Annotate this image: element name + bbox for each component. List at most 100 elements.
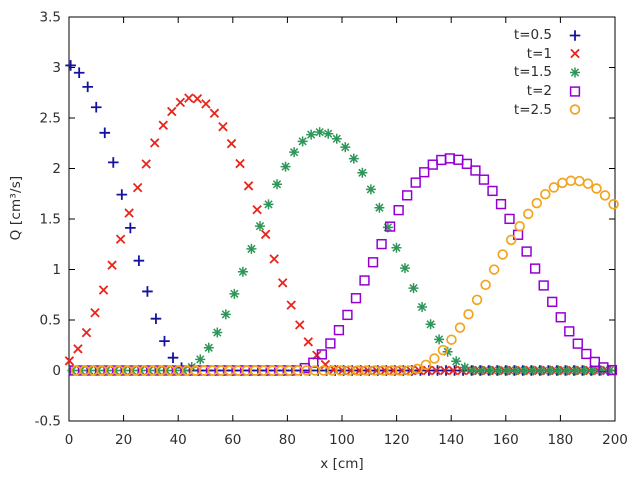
legend-label: t=2 bbox=[526, 83, 552, 100]
square-marker bbox=[299, 362, 310, 374]
square-marker bbox=[419, 167, 430, 178]
asterisk-marker bbox=[459, 362, 470, 373]
circle-marker bbox=[446, 334, 457, 345]
circle-marker bbox=[557, 177, 568, 189]
asterisk-marker bbox=[562, 365, 573, 376]
square-marker bbox=[359, 275, 370, 286]
asterisk-marker bbox=[527, 365, 538, 376]
asterisk-marker bbox=[570, 67, 580, 78]
asterisk-marker bbox=[195, 354, 206, 365]
cross-marker bbox=[141, 159, 151, 169]
y-tick-label: 3.5 bbox=[40, 10, 61, 26]
asterisk-marker bbox=[579, 365, 590, 376]
asterisk-marker bbox=[493, 365, 504, 376]
circle-marker bbox=[437, 344, 449, 356]
x-tick-label: 60 bbox=[224, 432, 241, 448]
asterisk-marker bbox=[476, 365, 487, 376]
cross-marker-icon bbox=[562, 45, 588, 62]
asterisk-marker bbox=[553, 365, 564, 376]
asterisk-marker bbox=[340, 142, 351, 153]
asterisk-marker bbox=[306, 129, 317, 140]
legend-entry-t1.5: t=1.5 bbox=[468, 63, 588, 82]
square-marker bbox=[555, 312, 566, 323]
plus-marker bbox=[133, 255, 145, 266]
cross-marker bbox=[64, 356, 75, 366]
circle-marker bbox=[608, 199, 619, 210]
cross-marker bbox=[73, 344, 83, 354]
cross-marker bbox=[448, 365, 459, 376]
asterisk-marker bbox=[434, 334, 445, 345]
circle-marker bbox=[488, 264, 500, 275]
square-marker bbox=[333, 325, 345, 336]
y-tick-label: 0 bbox=[52, 363, 61, 379]
legend-entry-t1: t=1 bbox=[468, 45, 588, 64]
circle-marker bbox=[599, 190, 611, 201]
legend-entry-t2.5: t=2.5 bbox=[468, 100, 588, 119]
square-marker bbox=[547, 296, 558, 308]
asterisk-marker bbox=[365, 184, 376, 195]
square-marker bbox=[393, 205, 404, 216]
square-marker bbox=[606, 364, 618, 376]
asterisk-marker bbox=[382, 222, 393, 233]
y-tick-label: 0.5 bbox=[40, 313, 61, 329]
legend-label: t=2.5 bbox=[513, 101, 552, 118]
asterisk-marker bbox=[596, 365, 607, 376]
y-tick-label: 1.5 bbox=[40, 212, 61, 228]
x-tick-label: 200 bbox=[602, 432, 628, 448]
plus-marker bbox=[142, 286, 153, 297]
cross-marker bbox=[235, 158, 245, 169]
asterisk-marker bbox=[391, 242, 402, 253]
cross-marker bbox=[218, 121, 228, 132]
x-axis-label: x [cm] bbox=[320, 456, 364, 472]
plus-marker bbox=[125, 222, 136, 234]
square-marker bbox=[569, 85, 581, 97]
y-tick-label: 2.5 bbox=[40, 111, 61, 127]
circle-marker bbox=[574, 175, 585, 187]
asterisk-marker bbox=[272, 179, 283, 190]
square-marker bbox=[504, 213, 515, 225]
asterisk-marker bbox=[254, 221, 265, 232]
cross-marker bbox=[431, 365, 441, 376]
asterisk-marker bbox=[408, 283, 419, 294]
x-tick-label: 140 bbox=[438, 432, 464, 448]
plus-marker bbox=[150, 313, 162, 324]
x-tick-label: 0 bbox=[65, 432, 74, 448]
square-marker bbox=[436, 154, 447, 166]
cross-marker bbox=[90, 308, 100, 318]
asterisk-marker-icon bbox=[562, 64, 588, 81]
cross-marker bbox=[149, 138, 160, 148]
cross-marker bbox=[167, 106, 177, 117]
x-tick-label: 100 bbox=[329, 432, 355, 448]
plus-marker-icon bbox=[562, 27, 588, 44]
asterisk-marker bbox=[417, 302, 428, 313]
cross-marker bbox=[184, 93, 194, 103]
legend-label: t=1 bbox=[526, 45, 552, 62]
plus-marker bbox=[82, 81, 94, 93]
asterisk-marker bbox=[468, 365, 479, 376]
square-marker bbox=[461, 158, 473, 169]
x-tick-label: 80 bbox=[279, 432, 296, 448]
circle-marker bbox=[531, 197, 543, 209]
asterisk-marker bbox=[212, 327, 223, 338]
asterisk-marker bbox=[297, 136, 308, 147]
square-marker bbox=[589, 356, 601, 368]
series-t=2 bbox=[69, 153, 618, 376]
asterisk-marker bbox=[314, 127, 325, 138]
cross-marker bbox=[226, 138, 237, 149]
asterisk-marker bbox=[237, 266, 248, 277]
series-t=1 bbox=[64, 93, 612, 376]
asterisk-marker bbox=[399, 263, 410, 274]
asterisk-marker bbox=[451, 356, 462, 367]
circle-marker bbox=[582, 178, 594, 189]
asterisk-marker bbox=[263, 199, 274, 210]
square-marker bbox=[495, 198, 507, 210]
cross-marker bbox=[115, 234, 126, 244]
cross-marker bbox=[295, 320, 305, 330]
asterisk-marker bbox=[374, 202, 385, 213]
cross-marker bbox=[192, 94, 203, 104]
cross-marker bbox=[243, 181, 254, 191]
circle-marker bbox=[412, 363, 423, 375]
square-marker bbox=[367, 257, 379, 268]
circle-marker bbox=[569, 104, 581, 115]
